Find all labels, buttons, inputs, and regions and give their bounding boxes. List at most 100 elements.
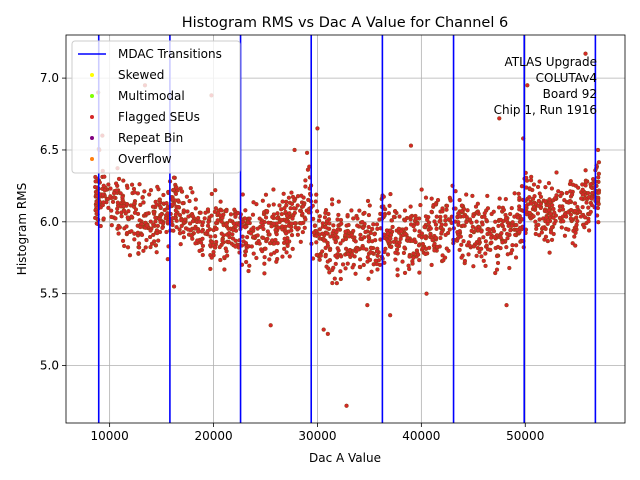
data-point (295, 203, 300, 208)
data-point (338, 241, 343, 246)
data-point (120, 195, 125, 200)
data-point (162, 207, 167, 213)
legend-label-skewed: Skewed (118, 68, 164, 82)
data-point (325, 243, 331, 248)
data-point (419, 231, 425, 236)
data-point (459, 209, 464, 214)
data-point (474, 219, 479, 224)
data-point (367, 203, 372, 208)
data-point (138, 224, 143, 230)
data-point (200, 243, 206, 249)
data-point (508, 228, 513, 233)
data-point (474, 253, 479, 259)
data-point (385, 231, 390, 236)
data-point (419, 187, 424, 192)
data-point (326, 211, 331, 217)
data-point (147, 234, 153, 240)
data-point (564, 190, 569, 196)
data-point (459, 255, 464, 260)
data-point (417, 270, 422, 275)
data-point (314, 233, 319, 238)
data-point (499, 222, 505, 227)
data-point (282, 246, 287, 251)
data-point (494, 253, 500, 259)
data-point (368, 249, 373, 255)
data-point (516, 191, 521, 196)
data-point (243, 225, 248, 230)
data-point (306, 197, 311, 203)
data-point (335, 235, 340, 240)
data-point (353, 239, 358, 244)
data-point (284, 239, 289, 244)
data-point (345, 261, 350, 266)
data-point (365, 198, 371, 204)
data-point (161, 192, 166, 198)
y-tick-label: 7.0 (40, 71, 59, 85)
data-point (466, 252, 471, 257)
data-point (481, 258, 486, 263)
data-point (244, 235, 250, 240)
data-point (184, 194, 190, 199)
data-point (247, 263, 252, 268)
data-point (417, 257, 422, 263)
data-point (499, 231, 504, 236)
data-point (553, 195, 558, 201)
data-point (289, 221, 294, 226)
data-point (363, 229, 368, 235)
data-point (261, 226, 266, 232)
data-point (179, 189, 184, 194)
mdac-transition-lines (97, 35, 597, 423)
data-point (200, 236, 205, 241)
y-axis-ticks: 5.0 5.5 6.0 6.5 7.0 (40, 71, 66, 373)
data-point (273, 237, 278, 243)
data-point (274, 259, 279, 264)
data-point (559, 190, 564, 196)
data-point (361, 246, 366, 251)
data-point (263, 192, 269, 197)
data-point (135, 230, 141, 235)
outlier-point (171, 284, 177, 289)
data-point (491, 229, 497, 234)
outlier-point (268, 323, 273, 328)
data-point (501, 207, 507, 213)
data-point (317, 257, 322, 262)
data-point (443, 222, 448, 227)
data-point (327, 270, 332, 275)
data-point (584, 200, 589, 205)
data-point (108, 186, 113, 191)
data-point (467, 217, 473, 222)
data-point (411, 255, 416, 260)
data-point (129, 214, 134, 219)
data-point (148, 188, 154, 193)
data-point (157, 197, 162, 203)
data-point (429, 196, 434, 201)
x-axis-label: Dac A Value (309, 451, 381, 465)
data-point (350, 265, 355, 270)
data-point (355, 223, 360, 228)
data-point (429, 262, 434, 268)
data-point (333, 253, 338, 258)
data-point (124, 201, 130, 207)
data-point (508, 211, 513, 217)
data-point (303, 184, 308, 189)
data-point (106, 182, 111, 187)
data-point (131, 186, 137, 192)
data-point (433, 222, 439, 227)
data-point (116, 176, 122, 182)
data-point (148, 244, 153, 250)
data-point (132, 201, 137, 206)
data-point (548, 230, 554, 235)
data-point (173, 212, 178, 217)
annotation-line-2: COLUTAv4 (536, 71, 597, 85)
data-point (327, 247, 333, 253)
data-point (375, 253, 380, 258)
data-point (575, 218, 580, 224)
data-point (121, 204, 126, 209)
legend: MDAC Transitions Skewed Multimodal Flagg… (71, 40, 241, 174)
data-point (481, 235, 486, 240)
data-point (287, 211, 292, 216)
data-point (407, 254, 412, 259)
outlier-point (344, 403, 349, 408)
data-point (227, 218, 233, 223)
data-point (539, 230, 544, 235)
